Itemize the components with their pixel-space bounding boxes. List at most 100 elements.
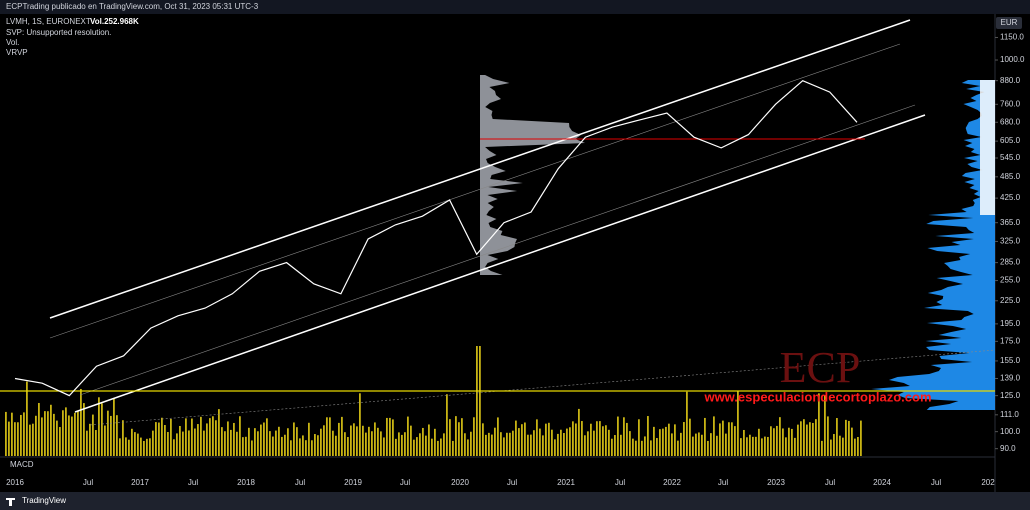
volume-bar	[581, 421, 583, 456]
volume-bar	[59, 427, 61, 456]
volume-bar	[641, 440, 643, 456]
volume-bar	[590, 423, 592, 456]
volume-bar	[179, 425, 181, 456]
volume-bar	[194, 428, 196, 456]
volume-bar	[410, 425, 412, 456]
volume-bar	[713, 416, 715, 456]
volume-bar	[440, 438, 442, 456]
volume-bar	[455, 416, 457, 456]
x-tick-label: 2024	[873, 478, 891, 487]
volume-bar	[191, 418, 193, 456]
volume-bar	[134, 432, 136, 456]
volume-bar	[617, 416, 619, 456]
volume-bar	[782, 428, 784, 456]
volume-bar	[674, 424, 676, 456]
volume-bar	[638, 419, 640, 456]
volume-bar	[383, 437, 385, 456]
volume-bar	[551, 429, 553, 456]
volume-bar	[482, 423, 484, 456]
volume-bar	[443, 433, 445, 456]
volume-bar	[146, 438, 148, 456]
volume-bar	[458, 422, 460, 456]
footer-bar	[0, 492, 1030, 510]
indicator: SVP: Unsupported resolution.	[6, 28, 111, 37]
x-tick-label: 2018	[237, 478, 255, 487]
volume-bar	[803, 419, 805, 456]
volume-bar	[587, 431, 589, 456]
volume-bar	[707, 440, 709, 456]
volume-bar	[155, 422, 157, 456]
volume-bar	[515, 420, 517, 456]
volume-bar	[173, 439, 175, 456]
volume-bar	[659, 429, 661, 456]
volume-bar	[758, 428, 760, 456]
volume-bar	[848, 420, 850, 456]
x-tick-label: Jul	[400, 478, 410, 487]
volume-bar	[800, 421, 802, 456]
volume-bar	[245, 436, 247, 456]
volume-bar	[368, 426, 370, 456]
volume-bar	[695, 433, 697, 456]
volume-bar	[23, 412, 25, 456]
volume-bar	[494, 427, 496, 456]
volume-bar	[497, 417, 499, 456]
volume-bar	[467, 439, 469, 456]
volume-bar	[53, 413, 55, 456]
volume-bar	[797, 424, 799, 456]
volume-bar	[419, 433, 421, 456]
volume-bar	[386, 417, 388, 456]
volume-bar	[242, 437, 244, 456]
volume-bar	[74, 412, 76, 456]
volume-bar	[233, 422, 235, 456]
volume-bar	[767, 436, 769, 456]
volume-bar	[710, 433, 712, 456]
pane-label: MACD	[10, 460, 34, 469]
volume-bar	[149, 438, 151, 456]
volume-bar	[656, 438, 658, 456]
volume-bar	[584, 435, 586, 456]
volume-bar	[119, 438, 121, 456]
volume-bar	[572, 421, 574, 456]
volume-bar	[224, 431, 226, 456]
y-tick-label: 485.0	[1000, 172, 1021, 181]
volume-bar	[143, 440, 145, 456]
volume-bar	[857, 436, 859, 456]
volume-bar	[131, 428, 133, 456]
volume-bar	[845, 419, 847, 456]
volume-bar	[212, 416, 214, 456]
volume-bar	[842, 437, 844, 456]
volume-bar	[779, 417, 781, 456]
channel-upper	[49, 19, 911, 319]
volume-bar	[272, 436, 274, 456]
volume-bar	[257, 431, 259, 456]
volume-bar	[68, 415, 70, 456]
volume-bar	[431, 438, 433, 456]
volume-bar	[491, 434, 493, 456]
volume-bar	[827, 416, 829, 456]
volume-bar	[38, 402, 40, 456]
x-tick-label: Jul	[615, 478, 625, 487]
currency: EUR	[1001, 18, 1018, 27]
volume-bar	[107, 410, 109, 456]
trend-line	[89, 349, 996, 426]
volume-bar	[122, 420, 124, 456]
volume-bar	[365, 432, 367, 456]
volume-bar	[818, 393, 820, 456]
volume-bar	[557, 433, 559, 456]
volume-bar	[575, 423, 577, 456]
volume-bar	[164, 425, 166, 456]
volume-bar	[743, 429, 745, 456]
x-tick-label: 2020	[451, 478, 469, 487]
y-tick-label: 760.0	[1000, 99, 1021, 108]
volume-bar	[662, 428, 664, 456]
volume-bar	[446, 394, 448, 456]
volume-bar	[833, 434, 835, 456]
volume-bar	[248, 427, 250, 456]
volume-bar	[680, 432, 682, 456]
volume-bar	[113, 398, 115, 456]
volume-bar	[152, 430, 154, 456]
x-tick-label: Jul	[507, 478, 517, 487]
volume-bar	[323, 425, 325, 456]
volume-bar	[188, 430, 190, 456]
y-tick-label: 111.0	[1000, 410, 1019, 419]
